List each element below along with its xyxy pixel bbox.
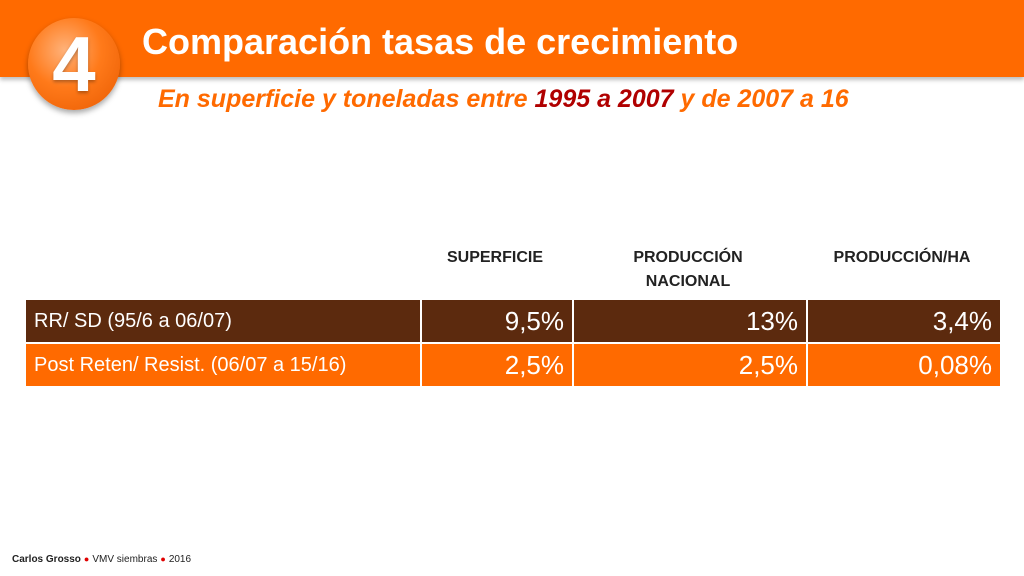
cell-produccion-ha: 3,4% [806, 298, 1002, 344]
table-row: RR/ SD (95/6 a 06/07) 9,5% 13% 3,4% [24, 298, 1002, 344]
header-produccion-nacional-label: PRODUCCIÓN NACIONAL [633, 249, 743, 290]
row-label: RR/ SD (95/6 a 06/07) [24, 298, 422, 344]
header-bar [0, 0, 1024, 77]
row-label: Post Reten/ Resist. (06/07 a 15/16) [24, 342, 422, 388]
cell-produccion-ha: 0,08% [806, 342, 1002, 388]
header-produccion-nacional: PRODUCCIÓN NACIONAL [572, 246, 804, 294]
slide-title: Comparación tasas de crecimiento [142, 21, 739, 62]
footer-year: 2016 [168, 554, 192, 565]
header-produccion-ha-label: PRODUCCIÓN/HA [833, 249, 971, 266]
header-produccion-ha: PRODUCCIÓN/HA [806, 246, 998, 270]
footer-org: VMV siembras [92, 554, 158, 565]
header-superficie-label: SUPERFICIE [446, 249, 543, 266]
cell-superficie: 9,5% [420, 298, 574, 344]
table-row: Post Reten/ Resist. (06/07 a 15/16) 2,5%… [24, 342, 1002, 388]
subtitle-part2: y de 2007 a 16 [673, 85, 849, 113]
slide-number-badge: 4 [28, 18, 120, 110]
cell-superficie: 2,5% [420, 342, 574, 388]
bullet-dot-icon: ● [160, 554, 166, 564]
header-superficie: SUPERFICIE [420, 246, 570, 270]
slide-subtitle: En superficie y toneladas entre 1995 a 2… [158, 85, 849, 114]
subtitle-part1: En superficie y toneladas entre [158, 85, 535, 113]
cell-produccion-nacional: 2,5% [572, 342, 808, 388]
cell-produccion-nacional: 13% [572, 298, 808, 344]
footer: Carlos Grosso ● VMV siembras ● 2016 [12, 554, 191, 565]
footer-author: Carlos Grosso [12, 554, 81, 565]
slide-number: 4 [52, 20, 96, 108]
growth-rate-table: RR/ SD (95/6 a 06/07) 9,5% 13% 3,4% Post… [24, 298, 1002, 388]
subtitle-highlight: 1995 a 2007 [534, 85, 674, 113]
bullet-dot-icon: ● [83, 554, 90, 564]
